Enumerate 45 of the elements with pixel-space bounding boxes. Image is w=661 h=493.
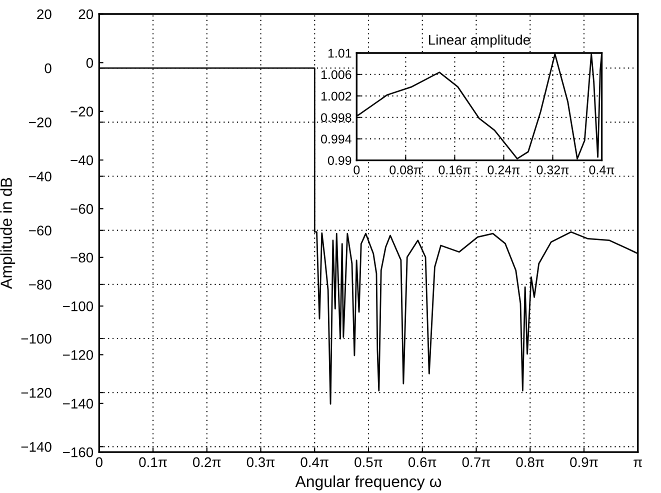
- y2-tick-label: −120: [63, 350, 94, 360]
- x-tick-label: 0.8π: [516, 457, 544, 468]
- y2-tick-label: 0: [86, 58, 94, 68]
- x-tick-label: 0.4π: [300, 457, 328, 468]
- x-tick-label: 0.16π: [438, 166, 471, 174]
- y-tick-label: 20: [37, 9, 52, 20]
- y-tick-label: 1.01: [328, 48, 352, 58]
- y-tick-label: −140: [21, 442, 52, 452]
- x-tick-label: 0.3π: [246, 457, 275, 468]
- y-tick-label: −60: [29, 226, 52, 236]
- y-tick-label: −120: [21, 388, 52, 398]
- y-tick-label: −100: [21, 334, 52, 344]
- x-tick-label: 0.9π: [570, 457, 598, 468]
- x-tick-label: 0.08π: [390, 166, 422, 174]
- x-tick-label: 0.7π: [462, 457, 490, 468]
- y2-tick-label: −80: [70, 252, 94, 263]
- x-tick-label: π: [634, 460, 642, 468]
- y2-tick-label: 20: [78, 9, 94, 20]
- y-tick-label: 1.006: [321, 70, 352, 80]
- x-tick-label: 0.2π: [192, 457, 221, 468]
- y-tick-label: 0.994: [321, 134, 352, 144]
- y-tick-label: 1.002: [321, 92, 352, 101]
- y2-tick-label: −100: [63, 301, 94, 312]
- chart-title: Linear amplitude: [429, 34, 530, 48]
- y-tick-label: −20: [29, 118, 52, 128]
- x-tick-label: 0: [96, 457, 102, 468]
- x-tick-label: 0.4π: [589, 166, 614, 174]
- y-axis-title: Amplitude in dB: [0, 178, 16, 289]
- y-tick-label: 0: [44, 63, 52, 74]
- y-tick-label: 0.998: [321, 113, 352, 122]
- x-tick-label: 0.24π: [488, 166, 520, 174]
- x-tick-label: 0.1π: [139, 457, 167, 468]
- y2-tick-label: −140: [63, 398, 94, 409]
- y2-tick-label: −40: [70, 155, 94, 166]
- y2-tick-label: −20: [70, 106, 94, 117]
- y-tick-label: −80: [29, 280, 52, 290]
- x-tick-label: 0.32π: [536, 166, 569, 174]
- x-tick-label: 0.5π: [354, 457, 382, 468]
- x-axis-title: Angular frequency ω: [295, 475, 442, 490]
- y-tick-label: −40: [29, 172, 52, 182]
- y2-tick-label: −160: [63, 447, 94, 458]
- y2-tick-label: −60: [70, 204, 94, 214]
- x-tick-label: 0.6π: [408, 457, 436, 468]
- y-tick-label: 0.99: [328, 156, 352, 165]
- x-tick-label: 0: [354, 166, 360, 174]
